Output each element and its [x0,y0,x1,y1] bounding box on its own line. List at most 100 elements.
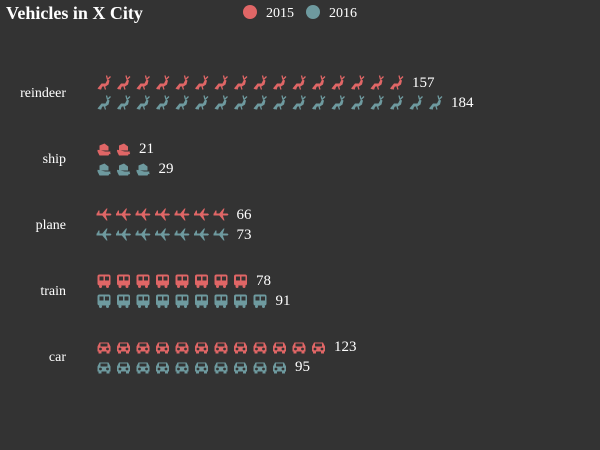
bar-train-2015[interactable] [97,274,248,289]
reindeer-icon [390,75,404,90]
reindeer-icon [429,95,443,110]
car-icon [253,342,267,354]
legend-item-2015[interactable]: 2015 [243,5,294,21]
train-icon [175,294,189,308]
car-icon [234,362,247,374]
reindeer-icon [234,95,248,110]
reindeer-icon [253,75,267,90]
car-icon [292,342,306,354]
car-icon [136,342,150,354]
reindeer-icon [214,75,228,90]
reindeer-icon [390,95,404,110]
car-icon [273,342,286,354]
plane-icon [116,228,131,241]
reindeer-icon [253,95,267,110]
reindeer-icon [292,95,306,110]
car-icon [97,342,111,354]
car-icon [156,362,169,374]
value-label-train-2015: 78 [256,273,271,289]
reindeer-icon [409,95,423,110]
category-label-plane: plane [36,218,66,233]
value-label-ship-2015: 21 [139,141,154,157]
car-icon [136,362,150,374]
car-icon [195,362,208,374]
bar-car-2015[interactable] [97,342,326,354]
plane-icon [135,228,151,241]
plane-icon [213,228,229,241]
reindeer-icon [331,75,345,90]
car-icon [175,342,189,354]
bar-ship-2015[interactable] [97,143,131,156]
reindeer-icon [136,75,150,90]
reindeer-icon [214,95,228,110]
plane-icon [155,208,170,221]
value-label-car-2015: 123 [334,339,357,355]
train-icon [195,294,208,308]
plane-icon [174,228,190,241]
value-label-plane-2015: 66 [237,207,253,223]
plane-icon [96,228,112,241]
legend-marker-2015 [243,5,257,19]
legend-marker-2016 [306,5,320,19]
ship-icon [136,163,150,176]
bar-reindeer-2016[interactable] [97,95,443,110]
plane-icon [96,208,112,221]
reindeer-icon [156,95,170,110]
bar-train-2016[interactable] [97,294,267,309]
plane-icon [116,208,131,221]
train-icon [234,294,247,308]
legend-item-2016[interactable]: 2016 [306,5,357,21]
reindeer-icon [370,75,384,90]
ship-icon [116,163,131,176]
train-icon [214,294,228,308]
value-label-plane-2016: 73 [237,227,252,243]
plane-icon [213,208,229,221]
reindeer-icon [370,95,384,110]
bar-car-2016[interactable] [97,362,287,374]
plane-icon [155,228,170,241]
train-icon [117,294,130,308]
reindeer-icon [273,75,287,90]
reindeer-icon [175,75,189,90]
car-icon [195,342,208,354]
car-icon [117,342,130,354]
train-icon [136,294,150,308]
train-icon [253,294,267,308]
category-label-ship: ship [43,152,66,167]
car-icon [214,342,228,354]
train-icon [175,274,189,288]
train-icon [234,274,247,288]
value-label-reindeer-2015: 157 [412,75,435,91]
reindeer-icon [331,95,345,110]
car-icon [175,362,189,374]
bar-reindeer-2015[interactable] [97,75,404,90]
reindeer-icon [312,95,326,110]
bar-plane-2016[interactable] [96,228,229,241]
train-icon [97,274,111,288]
train-icon [156,274,169,288]
reindeer-icon [351,95,365,110]
train-icon [156,294,169,308]
car-icon [253,362,267,374]
plane-icon [174,208,190,221]
ship-icon [97,143,111,156]
bar-ship-2016[interactable] [97,163,150,176]
value-label-reindeer-2016: 184 [451,95,474,111]
plane-icon [194,228,209,241]
bar-plane-2015[interactable] [96,208,229,221]
ship-icon [116,143,131,156]
car-icon [156,342,169,354]
train-icon [117,274,130,288]
car-icon [234,342,247,354]
reindeer-icon [234,75,248,90]
plane-icon [194,208,209,221]
legend: 2015 2016 [243,5,357,21]
reindeer-icon [156,75,170,90]
reindeer-icon [136,95,150,110]
car-icon [117,362,130,374]
ship-icon [97,163,111,176]
category-label-reindeer: reindeer [20,86,66,101]
train-icon [214,274,228,288]
car-icon [214,362,228,374]
